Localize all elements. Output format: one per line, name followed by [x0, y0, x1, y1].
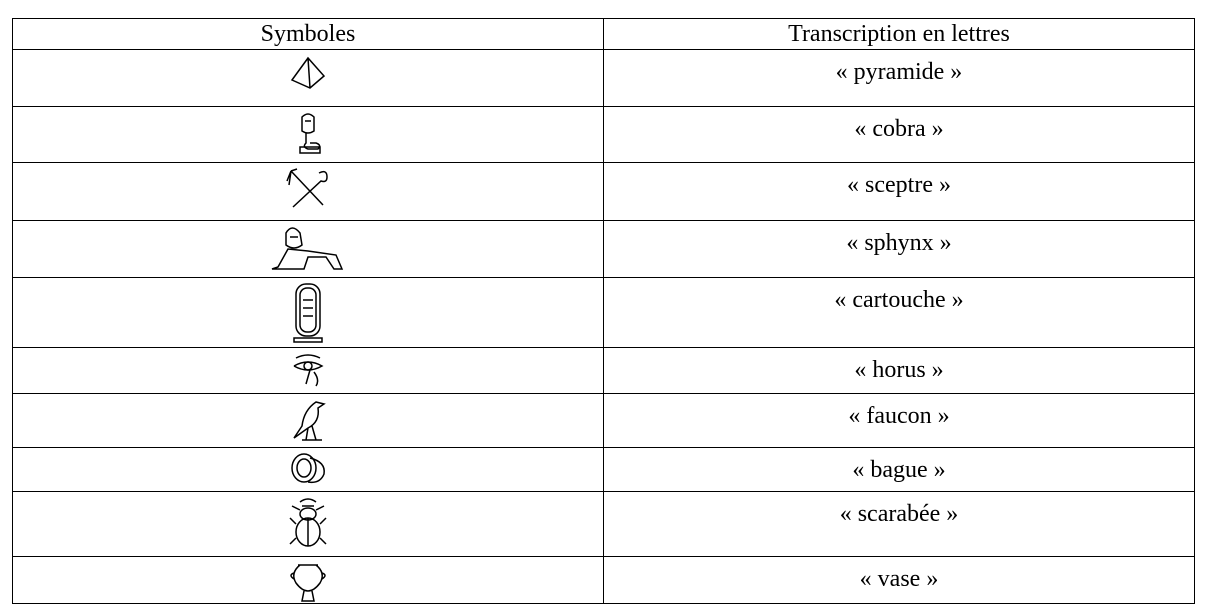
transcription: « cobra »: [603, 106, 1195, 163]
transcription: « pyramide »: [603, 49, 1195, 107]
transcription: « sphynx »: [603, 220, 1195, 278]
row: « cartouche »: [12, 277, 1195, 348]
symbol-cell: [12, 447, 604, 492]
pyramid-icon: [290, 56, 326, 89]
symbol-table: Symboles Transcription en lettres « pyra…: [12, 18, 1195, 604]
transcription: « scarabée »: [603, 491, 1195, 557]
sceptre-icon: [286, 168, 328, 208]
row: « vase »: [12, 556, 1195, 604]
symbol-cell: [12, 277, 604, 348]
falcon-icon: [293, 401, 326, 441]
row: « faucon »: [12, 393, 1195, 448]
sphinx-icon: [271, 227, 344, 270]
symbol-cell: [12, 393, 604, 448]
cobra-icon: [299, 113, 321, 154]
transcription: « bague »: [603, 447, 1195, 492]
symbol-cell: [12, 491, 604, 557]
transcription: « cartouche »: [603, 277, 1195, 348]
symbol-cell: [12, 106, 604, 163]
symbol-cell: [12, 347, 604, 394]
row: « horus »: [12, 347, 1195, 394]
cartouche-icon: [293, 283, 323, 343]
ring-icon: [291, 453, 325, 484]
scarab-icon: [289, 498, 327, 547]
header-cell: Symboles: [12, 18, 604, 50]
symbol-cell: [12, 162, 604, 221]
row: « scarabée »: [12, 491, 1195, 557]
header-row: Symboles Transcription en lettres: [12, 18, 1195, 50]
symbol-cell: [12, 556, 604, 604]
row: « sphynx »: [12, 220, 1195, 278]
transcription: « faucon »: [603, 393, 1195, 448]
transcription: « vase »: [603, 556, 1195, 604]
horus-eye-icon: [293, 354, 324, 387]
symbol-cell: [12, 49, 604, 107]
row: « pyramide »: [12, 49, 1195, 107]
transcription: « horus »: [603, 347, 1195, 394]
row: « cobra »: [12, 106, 1195, 163]
row: « bague »: [12, 447, 1195, 492]
header-cell: Transcription en lettres: [603, 18, 1195, 50]
vase-icon: [290, 564, 326, 602]
transcription: « sceptre »: [603, 162, 1195, 221]
row: « sceptre »: [12, 162, 1195, 221]
symbol-cell: [12, 220, 604, 278]
